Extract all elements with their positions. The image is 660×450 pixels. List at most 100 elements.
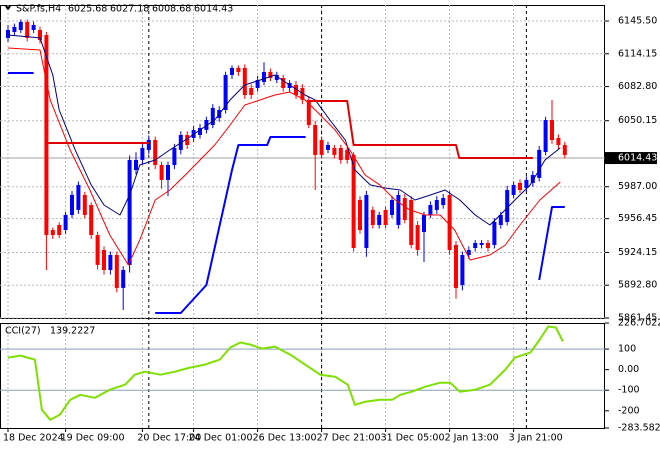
candle-body xyxy=(108,255,113,270)
candle-body xyxy=(326,145,330,150)
quote-close: 6014.43 xyxy=(194,4,233,15)
candle-body xyxy=(543,120,548,153)
panel-frame xyxy=(0,5,605,319)
candle-body xyxy=(351,154,356,248)
candle-body xyxy=(383,209,388,225)
candle-body xyxy=(294,84,298,96)
candle-body xyxy=(76,184,81,210)
indicator-line xyxy=(8,72,565,314)
candle-body xyxy=(537,149,542,178)
candle-body xyxy=(166,164,170,180)
candle-body xyxy=(223,74,228,110)
y-tick-label: -200 xyxy=(618,405,640,416)
candle-body xyxy=(377,214,382,225)
candle-body xyxy=(153,139,158,165)
indicator-line xyxy=(7,325,564,421)
candle-body xyxy=(518,182,522,190)
menu-arrow[interactable] xyxy=(5,6,11,11)
quote-high: 6027.18 xyxy=(110,4,149,15)
indicator-line xyxy=(46,100,533,159)
candle-body xyxy=(338,147,343,160)
y-tick-label: 6145.50 xyxy=(618,15,657,26)
candle-body xyxy=(422,214,426,232)
candle-body xyxy=(89,205,94,236)
candle-body xyxy=(12,26,17,32)
y-tick-label: -283.5829 xyxy=(618,423,660,434)
candle-body xyxy=(44,35,49,236)
candle-body xyxy=(63,214,68,231)
candle-body xyxy=(550,120,554,140)
candle-body xyxy=(434,200,439,210)
candle-body xyxy=(428,205,433,215)
candle-body xyxy=(524,179,529,188)
candle-body xyxy=(402,198,407,220)
indicator-title: CCI(27) xyxy=(5,326,41,337)
x-tick-label: 18 Dec 2024 xyxy=(3,433,64,444)
y-tick-label: 5956.45 xyxy=(618,213,657,224)
candle-body xyxy=(102,249,106,270)
panel-frame xyxy=(0,323,605,429)
candle-body xyxy=(364,194,369,248)
y-tick-label: -100 xyxy=(618,385,640,396)
candle-body xyxy=(236,67,241,73)
candle-body xyxy=(95,235,100,265)
candle-body xyxy=(134,159,138,170)
candle-body xyxy=(313,125,318,155)
candle-body xyxy=(409,200,414,245)
y-tick-label: 6114.15 xyxy=(618,48,657,59)
quote-open: 6025.68 xyxy=(68,4,107,15)
candle-body xyxy=(70,194,74,215)
candle-body xyxy=(268,72,273,78)
candle-body xyxy=(306,99,311,126)
candle-body xyxy=(511,184,516,195)
candle-body xyxy=(6,29,10,38)
candle-body xyxy=(57,224,62,236)
candle-body xyxy=(319,139,324,155)
candle-body xyxy=(198,127,202,135)
candle-body xyxy=(127,159,132,265)
candle-body xyxy=(390,200,394,215)
candle-body xyxy=(498,214,503,225)
candle-body xyxy=(466,249,471,256)
candle-body xyxy=(345,149,350,160)
y-tick-label: 5892.80 xyxy=(618,280,657,291)
candle-body xyxy=(18,21,23,30)
x-tick-label: 31 Dec 05:00 xyxy=(381,433,445,444)
candle-body xyxy=(415,224,420,250)
candle-body xyxy=(473,242,478,248)
candle-body xyxy=(31,24,36,30)
candle-body xyxy=(82,194,87,215)
y-tick-label: 226.7022 xyxy=(618,318,660,329)
y-tick-label: 6050.15 xyxy=(618,115,657,126)
candle-body xyxy=(140,147,145,160)
candle-body xyxy=(146,139,151,150)
candle-body xyxy=(486,242,490,248)
candle-body xyxy=(242,67,247,96)
indicator-line xyxy=(7,34,561,226)
candle-body xyxy=(454,244,458,288)
indicator-value: 139.2227 xyxy=(50,326,95,337)
x-tick-label: 2 Jan 13:00 xyxy=(445,433,499,444)
candle-body xyxy=(556,138,561,146)
y-tick-label: 6082.80 xyxy=(618,81,657,92)
candle-body xyxy=(370,209,375,225)
candle-body xyxy=(274,74,279,80)
candle-body xyxy=(210,107,215,126)
candle-body xyxy=(50,230,55,236)
candle-body xyxy=(25,21,30,38)
candle-body xyxy=(204,120,209,130)
candle-body xyxy=(262,72,266,82)
quote-low: 6008.68 xyxy=(152,4,191,15)
candle-body xyxy=(505,189,510,222)
candle-body xyxy=(530,175,535,183)
candle-body xyxy=(358,200,362,231)
y-tick-label: 5924.15 xyxy=(618,247,657,258)
candle-body xyxy=(185,134,190,146)
candle-body xyxy=(460,255,465,286)
x-tick-label: 24 Dec 01:00 xyxy=(189,433,253,444)
indicator-line xyxy=(7,47,561,266)
candle-body xyxy=(332,147,337,155)
candle-body xyxy=(38,29,42,41)
